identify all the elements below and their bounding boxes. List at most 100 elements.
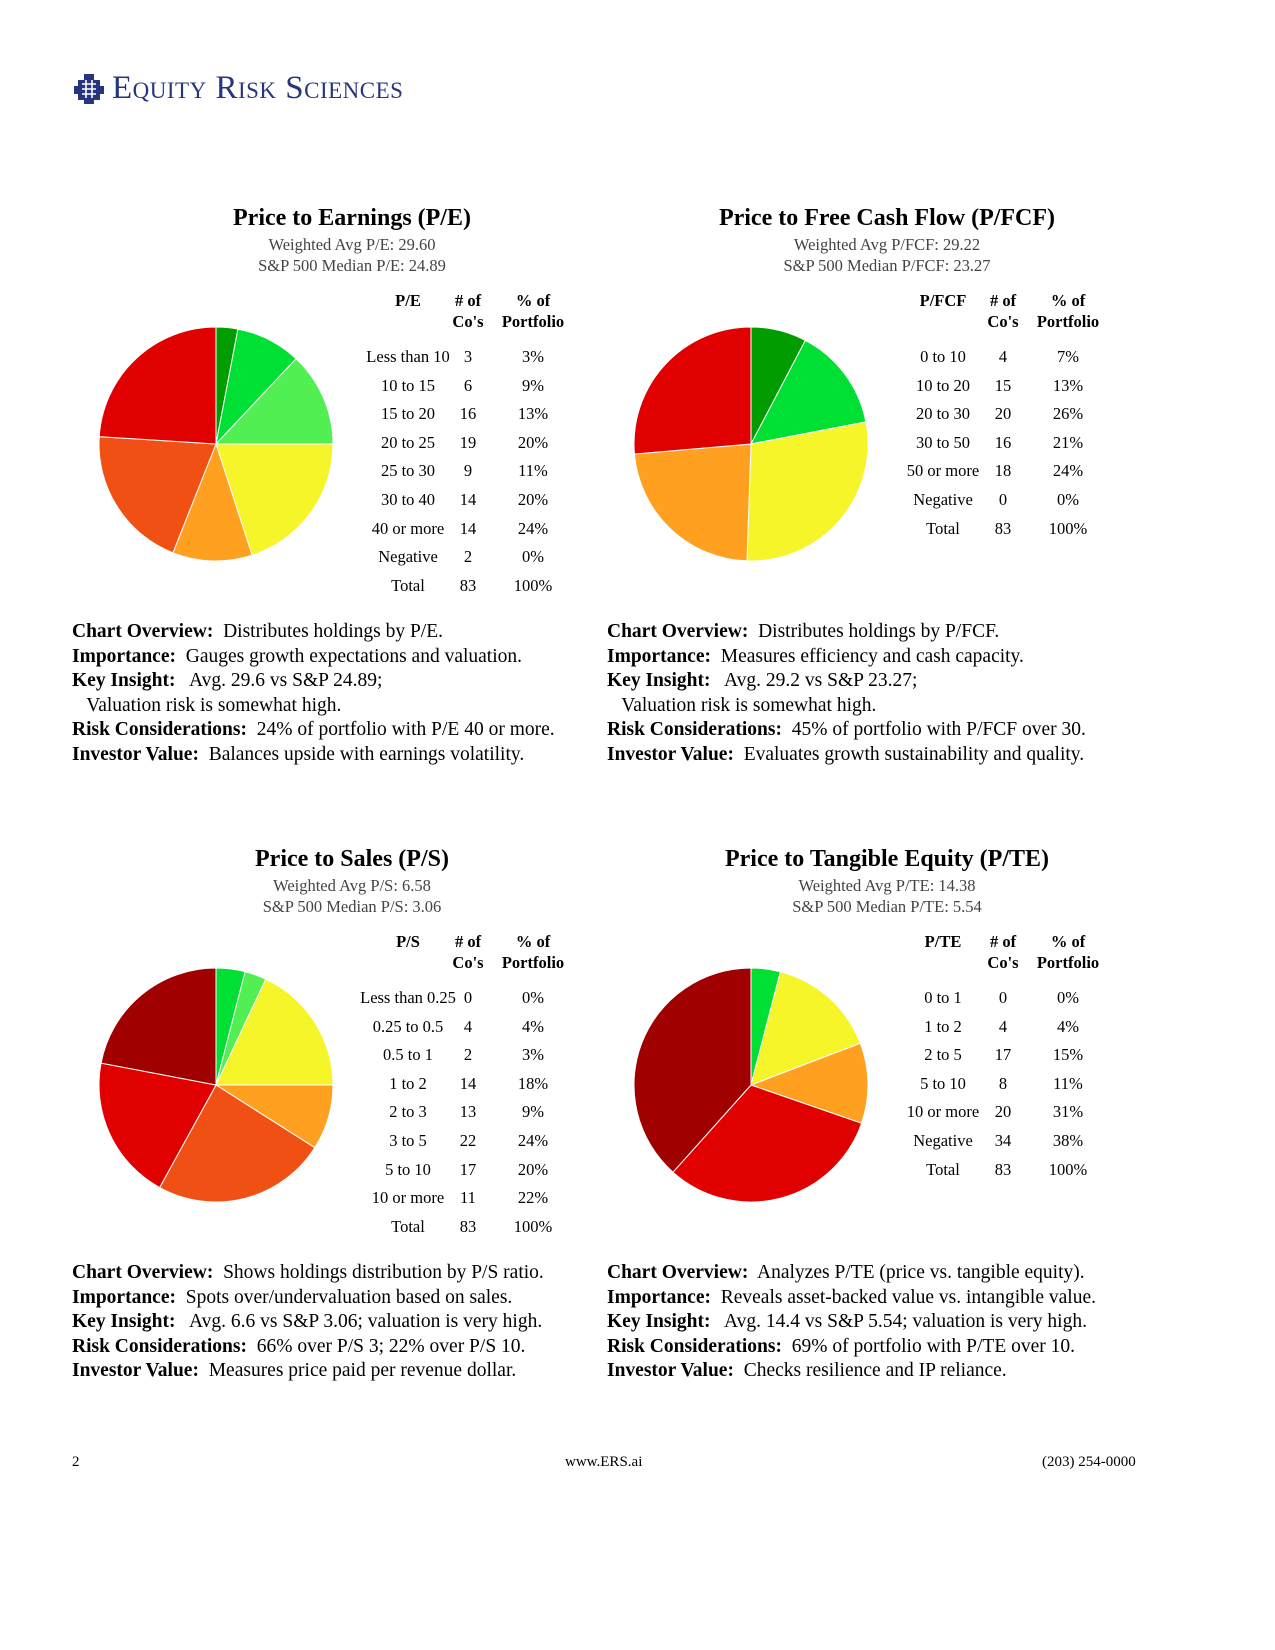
count-cell: 4 (998, 347, 1008, 366)
commentary-line: Key Insight: Avg. 14.4 vs S&P 5.54; valu… (607, 1310, 1167, 1335)
range-column-header: P/FCF (919, 291, 967, 310)
commentary-line: Risk Considerations: 45% of portfolio wi… (607, 718, 1167, 743)
percent-cell: 3% (522, 1045, 544, 1065)
commentary-line: Valuation risk is somewhat high. (72, 694, 632, 719)
commentary-line: Investor Value: Evaluates growth sustain… (607, 743, 1167, 768)
table-row: Less than 0.25 0 0% (72, 988, 632, 1012)
range-cell: 10 to 15 (380, 375, 436, 395)
commentary-line: Importance: Gauges growth expectations a… (72, 645, 632, 670)
table-row: 30 to 40 14 20% (72, 490, 632, 514)
commentary-line: Chart Overview: Shows holdings distribut… (72, 1261, 632, 1286)
range-cell: 20 to 25 (380, 432, 436, 452)
range-cell: 25 to 30 (380, 461, 436, 481)
range-cell: 1 to 2 (389, 1073, 427, 1093)
sp500-median: S&P 500 Median P/TE: 5.54 (792, 897, 982, 916)
range-column-header: P/S (396, 932, 420, 951)
count-cell: 14 (459, 490, 477, 509)
percent-cell: 38% (1052, 1131, 1084, 1150)
percent-column-header: % of Portfolio (501, 932, 565, 972)
commentary-line: Investor Value: Checks resilience and IP… (607, 1359, 1167, 1384)
table-row: 10 to 20 15 13% (607, 376, 1167, 400)
range-cell: Negative (913, 1131, 973, 1150)
pie-slice-negative (633, 967, 752, 1173)
panel-title: Price to Tangible Equity (P/TE) (724, 846, 1050, 872)
commentary-label: Investor Value: (72, 743, 199, 765)
percent-cell: 100% (1048, 1159, 1088, 1179)
commentary-line: Risk Considerations: 69% of portfolio wi… (607, 1335, 1167, 1360)
weighted-average: Weighted Avg P/S: 6.58 (273, 876, 431, 895)
table-row: Total 83 100% (72, 576, 632, 600)
commentary-line: Importance: Reveals asset-backed value v… (607, 1286, 1167, 1311)
panel-title: Price to Earnings (P/E) (233, 205, 471, 231)
commentary-line: Chart Overview: Distributes holdings by … (607, 620, 1167, 645)
commentary: Chart Overview: Shows holdings distribut… (72, 1261, 632, 1384)
percent-cell: 20% (517, 432, 549, 452)
range-cell: 0 to 1 (924, 988, 962, 1007)
range-cell: 5 to 10 (385, 1159, 431, 1179)
table-row: 0 to 10 4 7% (607, 347, 1167, 371)
count-cell: 34 (994, 1131, 1012, 1150)
percent-cell: 18% (517, 1073, 549, 1093)
metric-panel: Price to Sales (P/S) Weighted Avg P/S: 6.… (72, 846, 632, 1446)
range-cell: 10 to 20 (915, 375, 971, 395)
count-cell: 17 (994, 1045, 1012, 1065)
percent-cell: 9% (522, 375, 544, 395)
table-row: Negative 2 0% (72, 547, 632, 571)
table-row: 15 to 20 16 13% (72, 404, 632, 428)
pie-slice-15-to-20 (214, 358, 334, 445)
table-row: 20 to 30 20 26% (607, 404, 1167, 428)
percent-cell: 21% (1052, 432, 1084, 452)
commentary-label: Importance: (607, 645, 711, 667)
commentary-line: Investor Value: Measures price paid per … (72, 1359, 632, 1384)
count-cell: 11 (460, 1188, 476, 1208)
pie-slice-20-to-25 (215, 443, 334, 556)
range-cell: 30 to 50 (915, 432, 971, 452)
percent-cell: 24% (517, 1131, 549, 1150)
weighted-average: Weighted Avg P/E: 29.60 (268, 235, 436, 254)
percent-column-header: % of Portfolio (1036, 932, 1100, 972)
percent-cell: 0% (522, 988, 544, 1007)
commentary-text: Evaluates growth sustainability and qual… (743, 743, 1085, 765)
website-link[interactable]: www.ERS.ai (565, 1454, 643, 1470)
commentary: Chart Overview: Analyzes P/TE (price vs.… (607, 1261, 1167, 1384)
range-cell: Negative (913, 490, 973, 509)
table-row: 2 to 3 13 9% (72, 1102, 632, 1126)
percent-cell: 20% (517, 490, 549, 509)
count-cell: 16 (459, 404, 477, 424)
logo: Equity Risk Sciences (72, 70, 403, 107)
range-cell: 40 or more (371, 518, 445, 538)
range-cell: Less than 0.25 (360, 988, 456, 1007)
commentary-label: Key Insight: (72, 670, 176, 691)
table-row: Total 83 100% (607, 519, 1167, 543)
pie-chart (633, 326, 869, 562)
pie-slice-25-to-30 (172, 442, 253, 562)
commentary-label: Risk Considerations: (607, 1335, 782, 1357)
commentary-text: Shows holdings distribution by P/S ratio… (223, 1262, 544, 1283)
percent-cell: 11% (518, 461, 548, 481)
range-cell: 1 to 2 (924, 1016, 962, 1036)
table-row: 5 to 10 8 11% (607, 1074, 1167, 1098)
percent-cell: 0% (1057, 490, 1079, 509)
commentary-label: Chart Overview: (72, 621, 214, 642)
commentary-line: Valuation risk is somewhat high. (607, 694, 1167, 719)
commentary-label: Investor Value: (72, 1360, 199, 1381)
commentary-text: Balances upside with earnings volatility… (208, 743, 525, 765)
range-cell: 2 to 5 (924, 1045, 962, 1065)
table-row: Negative 34 38% (607, 1131, 1167, 1155)
commentary-label: Investor Value: (607, 743, 734, 765)
count-cell: 4 (998, 1016, 1008, 1036)
percent-cell: 3% (522, 347, 544, 366)
commentary-line: Risk Considerations: 24% of portfolio wi… (72, 718, 632, 743)
range-cell: Total (926, 1159, 960, 1179)
range-column-header: P/E (395, 291, 421, 310)
commentary-line: Importance: Measures efficiency and cash… (607, 645, 1167, 670)
count-cell: 83 (459, 575, 477, 595)
percent-cell: 0% (1057, 988, 1079, 1007)
range-cell: 3 to 5 (389, 1131, 427, 1150)
percent-cell: 26% (1052, 404, 1084, 424)
commentary-label: Importance: (607, 1286, 711, 1308)
count-cell: 0 (998, 988, 1008, 1007)
logo-emblem-icon (74, 73, 104, 104)
commentary-text: 69% of portfolio with P/TE over 10. (791, 1335, 1076, 1357)
pie-slice-2-to-5 (750, 971, 861, 1086)
